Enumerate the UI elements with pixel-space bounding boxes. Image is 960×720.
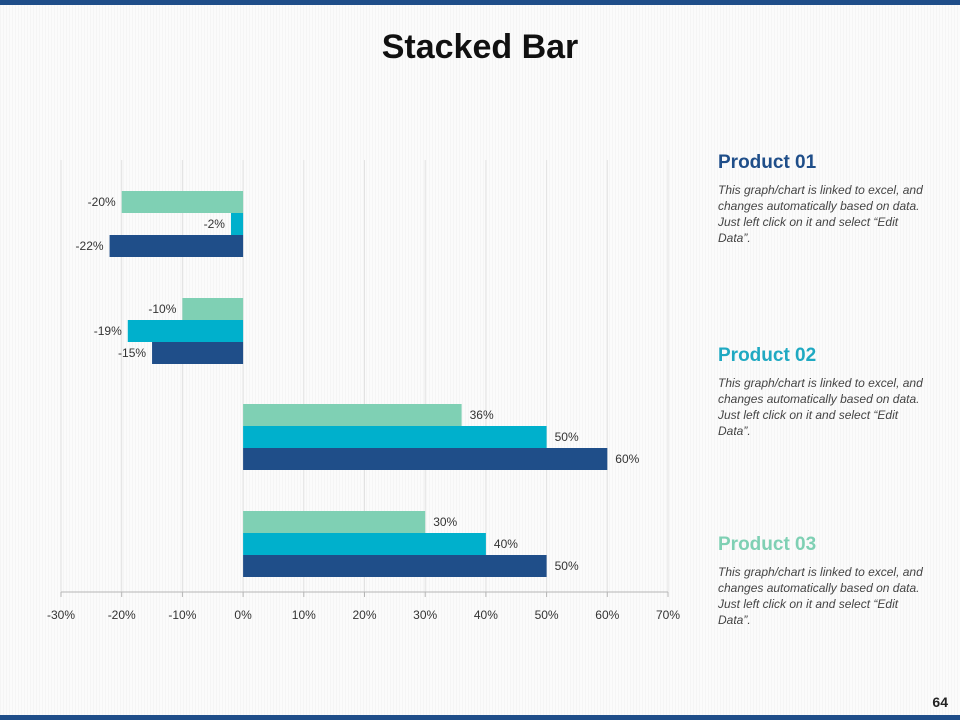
- slide-title: Stacked Bar: [381, 28, 579, 66]
- x-tick-label: 60%: [595, 608, 619, 622]
- data-label: 60%: [615, 452, 639, 466]
- data-label: -19%: [94, 324, 122, 338]
- bar-chart: -30% -20% -10% 0% 10% 20% 30% 40% 50% 60% 70% -20% -…: [47, 160, 680, 622]
- bar-product-01: [243, 448, 608, 470]
- panel-body-product-02: This graph/chart is linked to excel, and…: [718, 376, 923, 438]
- panel-body-product-03: This graph/chart is linked to excel, and…: [718, 565, 923, 627]
- bar-product-01: [152, 342, 244, 364]
- bar-product-03: [121, 191, 244, 213]
- x-tick-label: 0%: [234, 608, 252, 622]
- bar-product-02: [243, 426, 547, 448]
- top-accent-bar: [0, 0, 960, 5]
- panel-title-product-02: Product 02: [718, 345, 817, 366]
- bar-product-01: [109, 235, 244, 257]
- data-label: 40%: [494, 537, 518, 551]
- bar-product-02: [127, 320, 244, 342]
- x-tick-label: 30%: [413, 608, 437, 622]
- page-number: 64: [932, 694, 948, 710]
- panel-product-02: Product 02 This graph/chart is linked to…: [718, 345, 933, 439]
- x-tick-label: -30%: [47, 608, 75, 622]
- bar-product-03: [182, 298, 244, 320]
- bar-product-03: [243, 511, 426, 533]
- x-tick-label: -20%: [108, 608, 136, 622]
- x-tick-label: 40%: [474, 608, 498, 622]
- data-label: 36%: [470, 408, 494, 422]
- panel-title-product-03: Product 03: [718, 534, 817, 555]
- panel-title-product-01: Product 01: [718, 152, 817, 173]
- x-tick-label: 10%: [292, 608, 316, 622]
- x-tick-label: 50%: [535, 608, 559, 622]
- panel-product-03: Product 03 This graph/chart is linked to…: [718, 534, 933, 628]
- data-label: 50%: [555, 430, 579, 444]
- bar-product-01: [243, 555, 547, 577]
- data-label: -22%: [76, 239, 104, 253]
- data-label: 50%: [555, 559, 579, 573]
- bottom-accent-bar: [0, 715, 960, 720]
- bar-product-02: [243, 533, 486, 555]
- bar-product-03: [243, 404, 462, 426]
- x-tick-label: -10%: [168, 608, 196, 622]
- data-label: -10%: [148, 302, 176, 316]
- x-tick-label: 20%: [352, 608, 376, 622]
- data-label: -20%: [88, 195, 116, 209]
- data-label: -15%: [118, 346, 146, 360]
- x-tick-label: 70%: [656, 608, 680, 622]
- data-label: -2%: [204, 217, 226, 231]
- bar-product-02: [230, 213, 244, 235]
- data-label: 30%: [433, 515, 457, 529]
- panel-body-product-01: This graph/chart is linked to excel, and…: [718, 183, 923, 245]
- panel-product-01: Product 01 This graph/chart is linked to…: [718, 152, 933, 246]
